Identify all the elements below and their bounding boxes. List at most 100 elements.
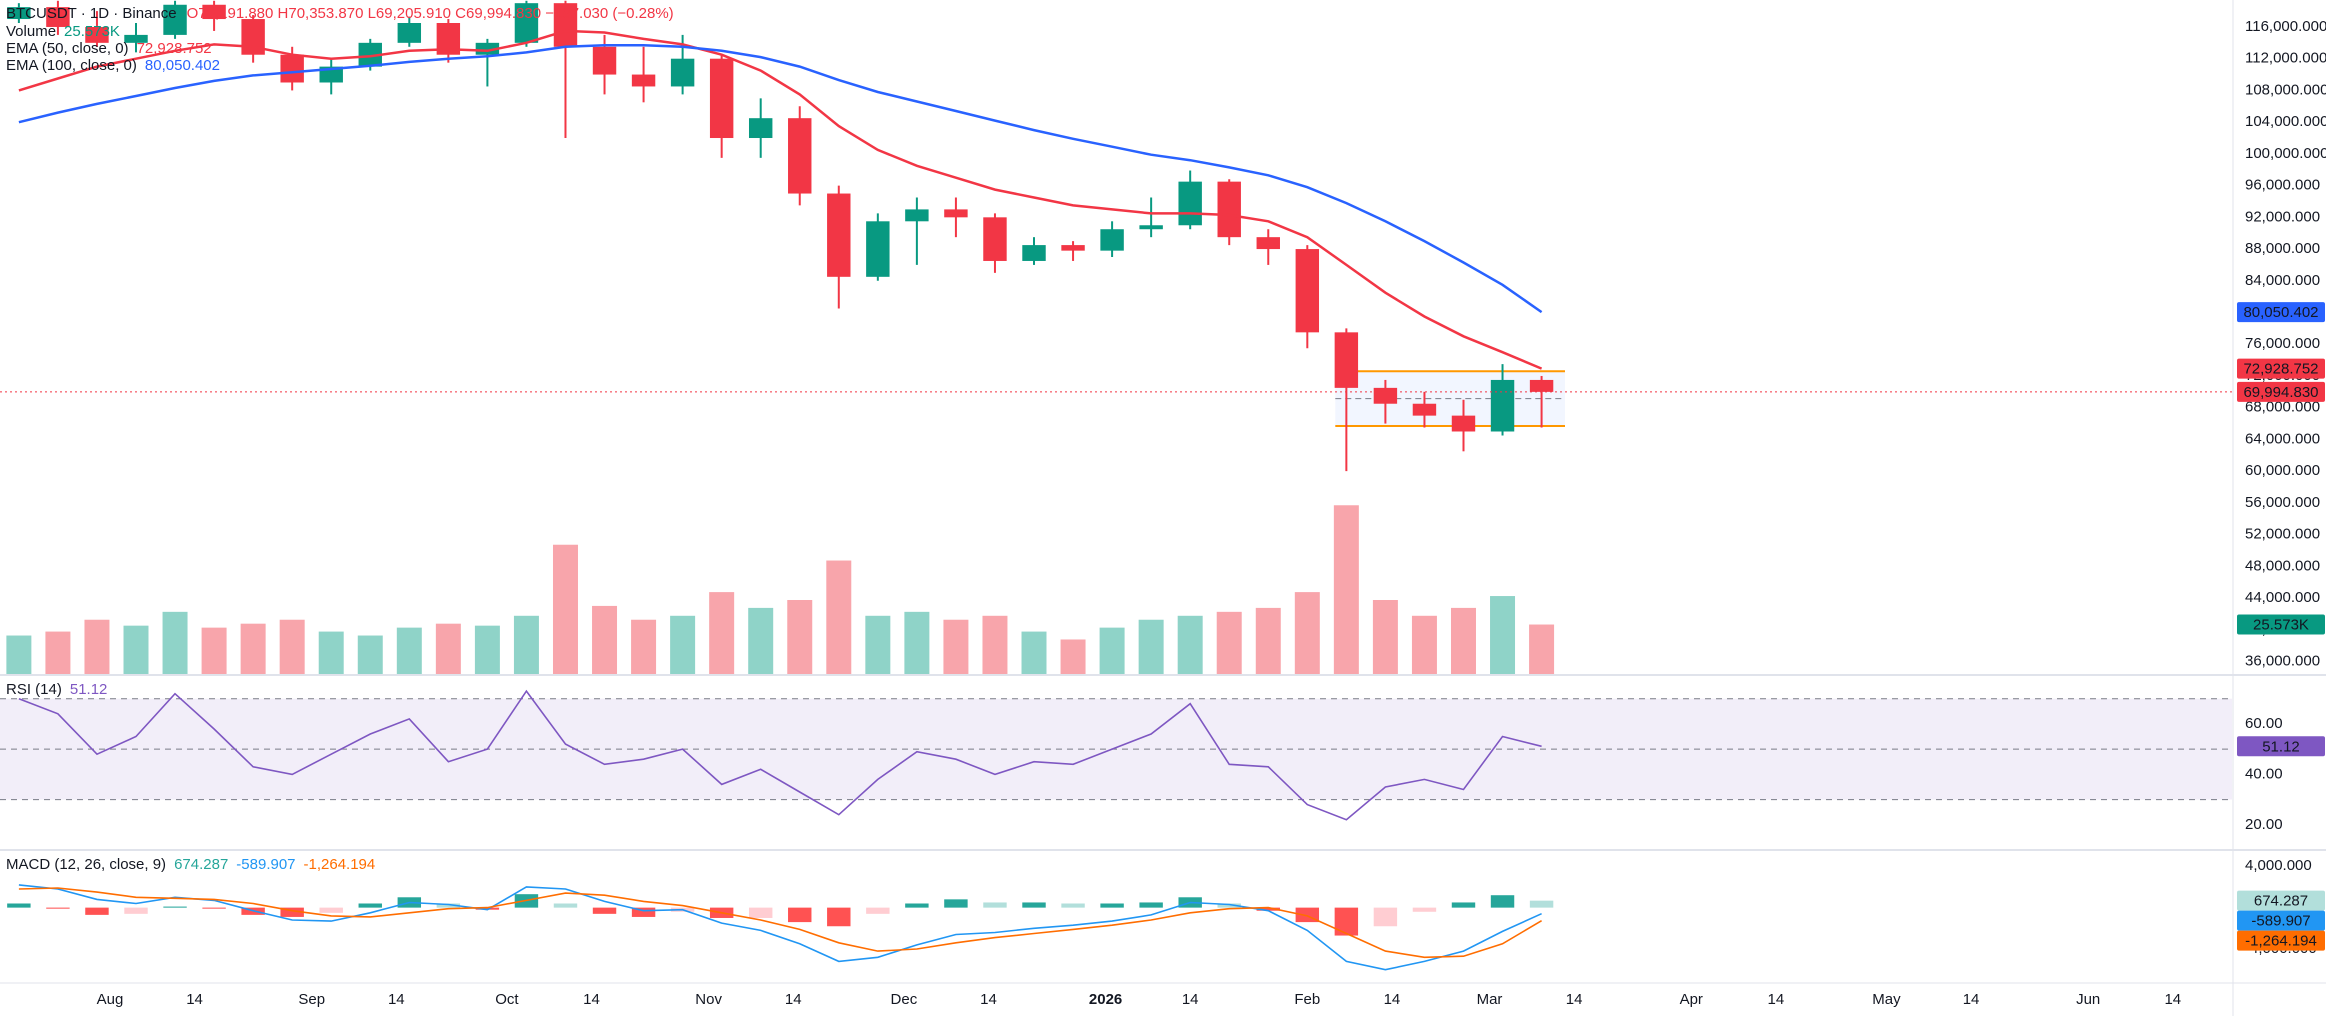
x-tick-label: 14	[980, 991, 997, 1008]
x-tick-label: 14	[388, 991, 405, 1008]
histogram-bar	[1451, 902, 1476, 908]
volume-bar	[1255, 607, 1281, 675]
y-tick-label: 36,000.000	[2245, 652, 2320, 669]
histogram-bar	[944, 899, 968, 908]
volume-bar	[84, 619, 110, 675]
y-tick-label: 64,000.000	[2245, 430, 2320, 447]
volume-bar	[1060, 639, 1086, 675]
ohlc-values: O70,191.880 H70,353.870 L69,205.910 C69,…	[187, 5, 674, 22]
histogram-bar	[1100, 903, 1124, 908]
histogram-bar	[1217, 903, 1241, 908]
candle-body	[944, 209, 968, 218]
candle-body	[1061, 245, 1085, 251]
histogram-tag-bg	[2237, 890, 2325, 911]
x-tick-label: 14	[1182, 991, 1199, 1008]
candle-body	[1217, 181, 1241, 238]
candle-body	[124, 34, 148, 43]
histogram-bar	[553, 903, 578, 908]
x-tick-label: Apr	[1680, 991, 1703, 1008]
rsi-legend: RSI (14) 51.12	[6, 681, 107, 698]
x-tick-label: Sep	[298, 991, 325, 1008]
volume-bar	[1490, 596, 1516, 675]
volume-bar	[865, 615, 891, 675]
y-tick-label: 60,000.000	[2245, 462, 2320, 479]
histogram-bar	[319, 907, 343, 913]
candle-body	[202, 4, 226, 20]
y-tick-label: 84,000.000	[2245, 272, 2320, 289]
y-tick-label: 20.00	[2245, 816, 2283, 833]
volume-bar	[123, 625, 149, 675]
volume-bar	[279, 619, 305, 675]
x-tick-label: 14	[1384, 991, 1401, 1008]
y-tick-label: 104,000.000	[2245, 113, 2326, 130]
tags: 72,928.752 80,050.402 69,994.830 25.573K 51.…	[2237, 302, 2325, 951]
candle-body	[631, 74, 656, 87]
symbol-legend: BTCUSDT · 1D · Binance O70,191.880 H70,35…	[6, 5, 674, 22]
y-tick-label: 48,000.000	[2245, 557, 2320, 574]
volume-bar	[1021, 631, 1047, 675]
y-tick-label: 56,000.000	[2245, 494, 2320, 511]
x-tick-label: 14	[1963, 991, 1980, 1008]
candle-body	[1334, 332, 1359, 388]
legend: BTCUSDT · 1D · Binance O70,191.880 H70,35…	[6, 5, 674, 873]
rsi-line	[18, 689, 1542, 821]
macd-tag-bg	[2237, 910, 2325, 931]
volume-bar	[435, 623, 461, 675]
candle-body	[475, 42, 500, 55]
candle-body	[866, 221, 890, 277]
candle-body	[1490, 379, 1515, 432]
x-tick-label: 2026	[1089, 991, 1122, 1008]
volume-bar	[6, 635, 32, 675]
volume-bar	[592, 605, 618, 675]
volume-value: 25.573K	[64, 23, 120, 40]
rsi-tag-bg	[2237, 736, 2325, 757]
volume-bar	[552, 544, 578, 675]
ema50-name: EMA (50, close, 0)	[6, 40, 129, 57]
x-tick-label: Oct	[495, 991, 519, 1008]
volume-legend: Volume 25.573K	[6, 23, 120, 40]
macd-line	[18, 884, 1542, 971]
y-tick-label: 96,000.000	[2245, 177, 2320, 194]
volume-bar	[513, 615, 539, 675]
volume-bar	[162, 611, 188, 675]
rsi-value: 51.12	[70, 681, 108, 698]
candle-body	[358, 42, 382, 67]
volume-bar	[1294, 592, 1320, 675]
candle-body	[1178, 181, 1202, 226]
ema-tag: 72,928.752	[2243, 361, 2318, 378]
histogram-bar	[866, 907, 890, 914]
rsi-tag: 51.12	[2262, 738, 2300, 755]
histogram-bar	[163, 906, 187, 908]
marks	[0, 0, 2232, 971]
volume-bar	[631, 619, 657, 675]
volume-bar	[396, 627, 422, 675]
histogram-bar	[1334, 907, 1359, 936]
histogram-bar	[1490, 895, 1515, 908]
x-tick-label: 14	[1767, 991, 1784, 1008]
candle-body	[163, 4, 187, 35]
candle-body	[1139, 225, 1163, 230]
ema50-value: 72,928.752	[137, 40, 212, 57]
volume-bar	[45, 631, 71, 675]
volume-bar	[1333, 505, 1359, 675]
histogram-bar	[436, 903, 461, 908]
x-tick-label: Jun	[2076, 991, 2100, 1008]
volume-bar	[201, 627, 227, 675]
ema-line	[18, 29, 1543, 370]
candle-body	[553, 3, 578, 47]
histogram-bar	[202, 907, 226, 909]
y-tick-label: 100,000.000	[2245, 145, 2326, 162]
volume-bar	[1450, 607, 1476, 675]
candle-body	[397, 23, 422, 43]
histogram-bar	[1061, 903, 1085, 908]
volume-bar	[709, 592, 735, 675]
x-tick-label: 14	[186, 991, 203, 1008]
y-tick-label: 92,000.000	[2245, 208, 2320, 225]
candle-body	[983, 217, 1007, 261]
histogram-bar	[475, 907, 500, 910]
candle-body	[1256, 237, 1280, 250]
candle-body	[1529, 379, 1554, 392]
volume-name: Volume	[6, 23, 56, 40]
